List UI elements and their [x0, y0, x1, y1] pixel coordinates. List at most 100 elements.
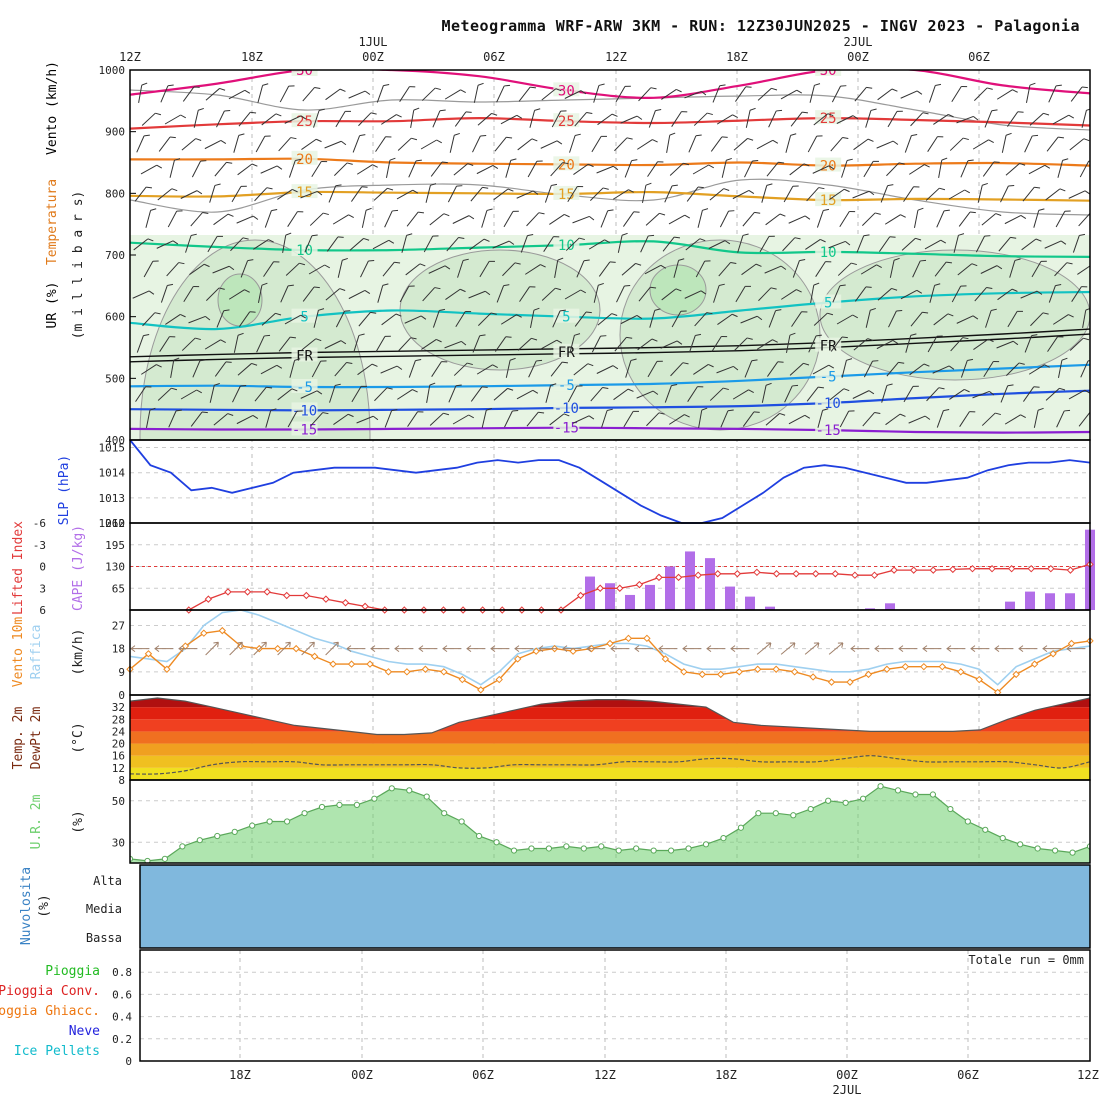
wind-barb-flag: [460, 89, 466, 94]
rh2m-point: [545, 845, 553, 852]
wind-barb-flag: [655, 109, 662, 112]
wind-barb: [1007, 111, 1024, 127]
temp-unit-label: (°C): [71, 722, 86, 753]
wind-barb: [645, 212, 666, 226]
wind-barb-shaft: [830, 336, 843, 352]
wind-direction-arrow: [874, 645, 893, 653]
wind-barb: [280, 284, 294, 303]
wind-barb: [449, 132, 460, 153]
wind-barb-flag: [627, 388, 634, 392]
wind-barb-shaft: [735, 286, 746, 303]
wind-barb: [1078, 411, 1090, 427]
wind-barb: [452, 414, 475, 425]
wind-barb-shaft: [1081, 110, 1087, 128]
wind-barb-shaft: [165, 313, 181, 325]
wind-barb-flag: [296, 410, 303, 412]
wind-tick-label: 9: [118, 666, 125, 679]
wind-barb-flag: [822, 408, 829, 411]
wind-barb-flag: [266, 386, 273, 389]
wind10m-point: [753, 665, 762, 673]
wind-barb: [709, 387, 729, 401]
wind-barb-flag: [430, 183, 437, 186]
wind-barb-flag: [529, 286, 536, 288]
lifted-index-point: [635, 580, 644, 589]
wind-barb: [877, 88, 898, 101]
wind-barb-shaft: [376, 85, 384, 103]
wind-barb-flag: [382, 283, 389, 286]
wind-barb-flag: [1018, 362, 1025, 365]
wind-barb-shaft: [951, 86, 962, 103]
wind-barb-shaft: [157, 387, 172, 401]
wind-barb-flag: [483, 238, 490, 242]
wind-barb: [837, 262, 857, 276]
wind-barb-flag: [171, 387, 178, 391]
wind-barb: [972, 390, 995, 399]
wind-barb-shaft: [862, 412, 875, 427]
wind-barb: [684, 290, 707, 299]
wind-barb-shaft: [540, 140, 558, 149]
wind-barb: [1081, 108, 1090, 128]
wind-barb-shaft: [181, 138, 196, 151]
wind-barb-flag: [214, 183, 221, 186]
wind-barb-shaft: [1079, 160, 1090, 178]
rh-contour-line: [130, 89, 1090, 131]
wind-barb-flag: [589, 216, 595, 221]
rh2m-point: [510, 847, 518, 854]
wind-barb-shaft: [446, 237, 459, 252]
wind-barb-shaft: [260, 165, 278, 174]
wind-barb-flag: [726, 157, 732, 161]
arrow-head: [970, 645, 976, 653]
cape-bar: [1065, 593, 1075, 610]
wind-barb-flag: [195, 337, 201, 341]
wind-barb-flag: [392, 209, 399, 212]
cape-bar: [1045, 593, 1055, 610]
wind-barb-shaft: [209, 185, 216, 203]
wind-barb: [1030, 312, 1049, 327]
wind-barb-flag: [368, 260, 375, 262]
rh2m-point: [790, 812, 797, 819]
wind-barb: [662, 236, 681, 252]
wind-barb-shaft: [396, 189, 413, 200]
wind-barb-shaft: [569, 335, 575, 353]
wind-barb: [313, 308, 325, 328]
wind-barb-shaft: [615, 86, 626, 103]
wind-direction-arrow: [205, 641, 219, 656]
wind-barb: [420, 139, 443, 150]
top-time-label: 06Z: [483, 50, 505, 64]
wind10m-point: [975, 675, 983, 684]
wind-barb: [830, 336, 848, 352]
wind-barb-shaft: [352, 135, 361, 153]
arrow-head: [178, 645, 184, 653]
rh2m-point: [667, 847, 675, 854]
arrow-head: [765, 642, 772, 648]
wind10m-point: [292, 644, 300, 653]
wind10m-point: [1067, 639, 1076, 648]
wind10m-point: [735, 668, 743, 676]
wind-barb: [812, 364, 835, 375]
wind-barb: [311, 161, 328, 178]
wind-barb: [180, 389, 203, 400]
wind-barb: [313, 108, 325, 128]
wind-barb: [591, 335, 607, 353]
wind-barb: [136, 134, 150, 153]
wind-barb: [1009, 258, 1021, 278]
wind-barb-flag: [659, 212, 666, 216]
wind-barb: [1054, 262, 1073, 277]
wind-barb-shaft: [375, 136, 387, 152]
wind-barb-shaft: [469, 238, 485, 251]
wind-barb: [261, 113, 282, 126]
arrow-head: [658, 645, 664, 653]
precip-tick-label: 0.4: [112, 1011, 132, 1024]
wind-barb: [684, 90, 707, 99]
wind-barb-shaft: [649, 310, 656, 328]
wind-barb-flag: [383, 84, 390, 87]
wind-barb-flag: [261, 282, 268, 286]
wind-barb: [839, 211, 856, 228]
wind-barb: [756, 139, 779, 150]
wind-barb-flag: [335, 184, 342, 187]
wind-barb-shaft: [926, 387, 940, 402]
wind-barb-flag: [745, 285, 751, 287]
wind-barb-shaft: [495, 336, 507, 352]
wind-barb-shaft: [975, 235, 985, 253]
li-tick-label: 3: [39, 582, 46, 595]
